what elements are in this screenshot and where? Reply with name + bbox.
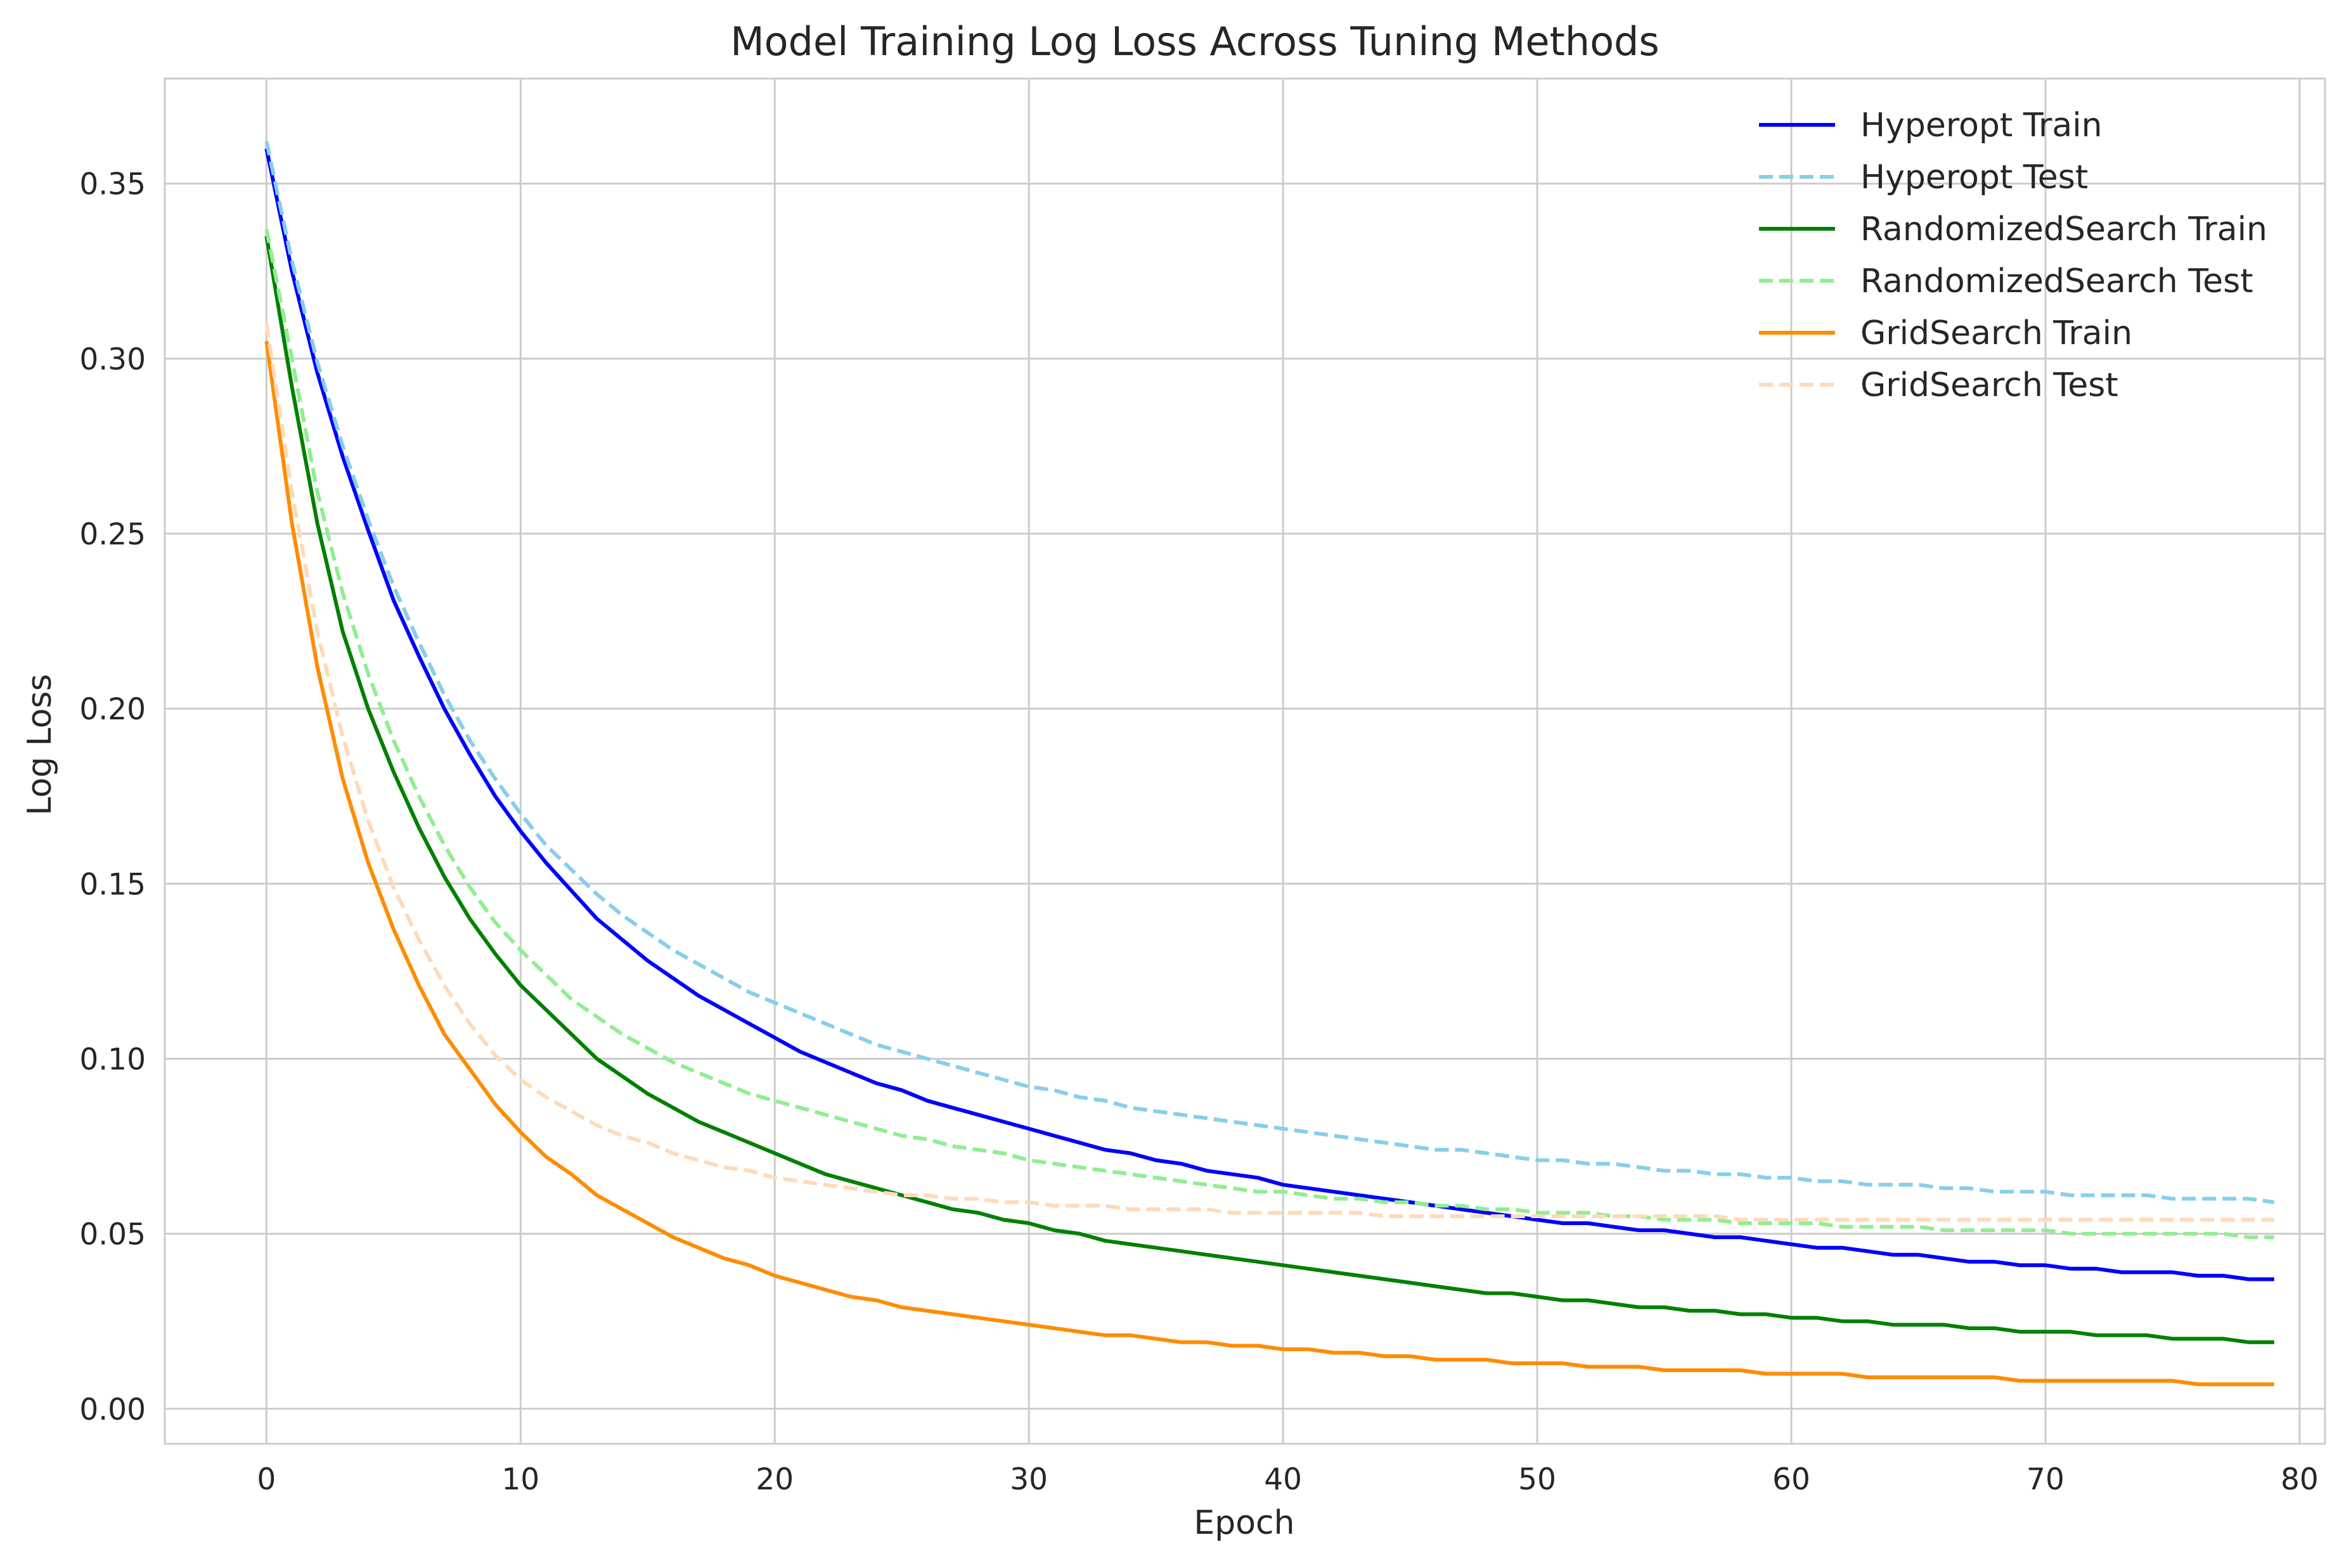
legend-label: Hyperopt Train bbox=[1860, 106, 2103, 145]
series-line-gridsearch-train bbox=[264, 340, 2274, 1387]
y-tick-labels: 0.00 0.05 0.10 0.15 0.20 0.25 0.30 0.35 bbox=[79, 167, 146, 1427]
y-tick-label: 0.35 bbox=[79, 167, 146, 202]
y-tick-label: 0.15 bbox=[79, 867, 146, 902]
x-tick-labels: 0 10 20 30 40 50 60 70 80 bbox=[257, 1462, 2318, 1497]
series-line-randomizedsearch-test bbox=[264, 228, 2274, 1240]
x-tick-label: 20 bbox=[756, 1462, 794, 1497]
x-tick-label: 40 bbox=[1264, 1462, 1302, 1497]
x-tick-label: 10 bbox=[501, 1462, 539, 1497]
chart-title: Model Training Log Loss Across Tuning Me… bbox=[730, 18, 1659, 65]
x-tick-label: 80 bbox=[2281, 1462, 2319, 1497]
legend-label: RandomizedSearch Train bbox=[1860, 210, 2267, 248]
x-tick-label: 0 bbox=[257, 1462, 276, 1497]
legend: Hyperopt Train Hyperopt Test RandomizedSea… bbox=[1759, 106, 2267, 404]
x-axis-title: Epoch bbox=[1194, 1504, 1294, 1542]
legend-label: Hyperopt Test bbox=[1860, 158, 2088, 196]
x-tick-label: 70 bbox=[2026, 1462, 2064, 1497]
legend-label: GridSearch Train bbox=[1860, 314, 2132, 352]
y-tick-label: 0.30 bbox=[79, 342, 146, 377]
y-axis-title: Log Loss bbox=[21, 674, 59, 815]
series-line-gridsearch-test bbox=[264, 323, 2274, 1222]
y-tick-label: 0.25 bbox=[79, 517, 146, 552]
x-tick-label: 30 bbox=[1010, 1462, 1048, 1497]
y-tick-label: 0.20 bbox=[79, 692, 146, 727]
x-tick-label: 50 bbox=[1518, 1462, 1556, 1497]
y-tick-label: 0.00 bbox=[79, 1392, 146, 1427]
series-line-hyperopt-test bbox=[264, 141, 2275, 1204]
series-line-hyperopt-train bbox=[264, 148, 2274, 1282]
series-lines bbox=[264, 141, 2275, 1387]
legend-label: GridSearch Test bbox=[1860, 366, 2118, 404]
plot-frame bbox=[164, 77, 2326, 1445]
y-tick-label: 0.10 bbox=[79, 1042, 146, 1077]
y-tick-label: 0.05 bbox=[79, 1218, 146, 1252]
series-line-randomizedsearch-train bbox=[264, 236, 2274, 1344]
x-tick-label: 60 bbox=[1772, 1462, 1810, 1497]
grid bbox=[165, 79, 2325, 1444]
legend-label: RandomizedSearch Test bbox=[1860, 262, 2253, 300]
